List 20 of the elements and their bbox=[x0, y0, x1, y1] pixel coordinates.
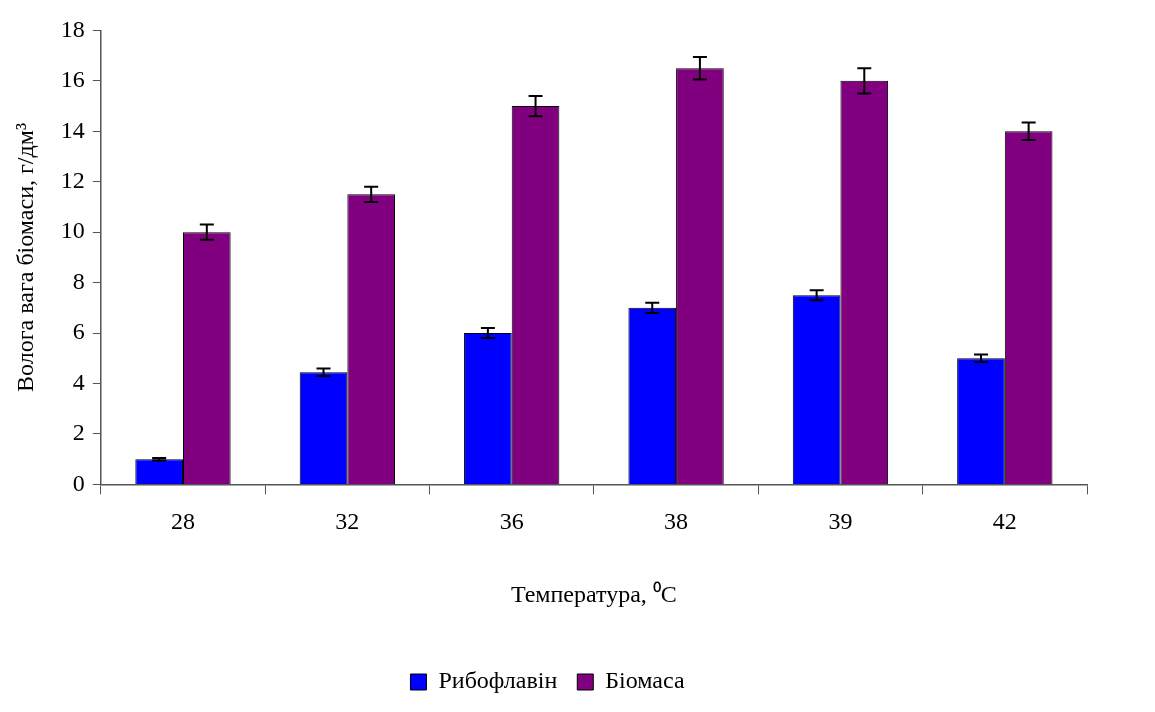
legend-label: Біомаса bbox=[605, 667, 685, 694]
y-tick-label: 10 bbox=[60, 217, 85, 244]
y-tick-label: 16 bbox=[60, 66, 85, 93]
x-tick-label: 39 bbox=[828, 508, 853, 535]
y-tick-label: 4 bbox=[72, 368, 85, 395]
y-tick-label: 2 bbox=[72, 419, 85, 446]
x-tick-label: 38 bbox=[664, 508, 689, 535]
x-tick-label: 36 bbox=[499, 508, 524, 535]
y-axis-title: Волога вага біомаси, г/дм³ bbox=[11, 122, 38, 392]
x-tick-label: 28 bbox=[170, 508, 195, 535]
y-tick-label: 12 bbox=[60, 167, 85, 194]
x-tick-label: 42 bbox=[992, 508, 1017, 535]
y-tick-label: 8 bbox=[72, 267, 85, 294]
y-tick-label: 6 bbox=[72, 318, 85, 345]
legend-label: Рибофлавін bbox=[438, 667, 558, 694]
y-tick-label: 18 bbox=[60, 15, 85, 42]
x-axis-title: Температура, ⁰C bbox=[510, 580, 677, 607]
y-tick-label: 0 bbox=[72, 469, 85, 496]
x-tick-label: 32 bbox=[335, 508, 360, 535]
y-tick-label: 14 bbox=[60, 116, 85, 143]
